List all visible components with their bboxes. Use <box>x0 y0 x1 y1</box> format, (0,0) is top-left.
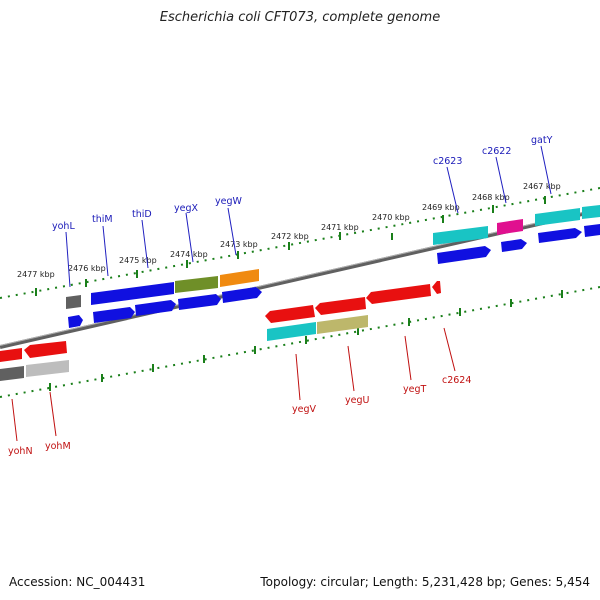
cds-bar <box>267 322 316 341</box>
cds-arrow <box>24 341 67 358</box>
cds-arrow <box>437 246 491 264</box>
reverse-cog-bars <box>0 315 368 381</box>
gene-label-c2624: c2624 <box>442 375 471 386</box>
kbp-label: 2471 kbp <box>321 223 359 232</box>
reverse-cds-arrows <box>0 281 441 362</box>
cds-arrow <box>538 228 582 243</box>
genome-summary-text: Topology: circular; Length: 5,231,428 bp… <box>260 575 590 589</box>
upper-tick-ruler <box>0 187 600 299</box>
reverse-gene-labels: yohN yohM yegV yegU yegT c2624 <box>8 375 471 457</box>
forward-leader-lines <box>65 145 552 288</box>
cds-bar <box>220 269 259 287</box>
kbp-label: 2467 kbp <box>523 182 561 191</box>
gene-label-yohn: yohN <box>8 446 33 457</box>
lower-major-ticks <box>49 290 563 391</box>
cds-arrow <box>222 287 262 303</box>
cds-arrow <box>584 224 600 237</box>
cds-arrow <box>93 307 135 323</box>
gene-label-yegt: yegT <box>403 384 426 395</box>
cds-bar <box>0 366 24 381</box>
kbp-label: 2477 kbp <box>17 270 55 279</box>
kbp-label: 2474 kbp <box>170 250 208 259</box>
kbp-labels: 2467 kbp 2468 kbp 2469 kbp 2470 kbp 2471… <box>17 182 561 279</box>
gene-label-yohl: yohL <box>52 221 75 232</box>
map-title: Escherichia coli CFT073, complete genome <box>159 10 441 25</box>
kbp-label: 2476 kbp <box>68 264 106 273</box>
cds-bar <box>26 360 69 377</box>
gene-label-yegw: yegW <box>215 196 242 207</box>
cds-bar <box>317 315 368 334</box>
gene-label-c2623: c2623 <box>433 156 462 167</box>
cds-bar <box>91 282 174 305</box>
forward-cds-arrows <box>68 224 600 328</box>
upper-major-ticks <box>35 196 546 296</box>
cds-arrow <box>501 239 527 252</box>
lower-tick-ruler <box>0 286 600 398</box>
gene-label-thid: thiD <box>132 209 152 220</box>
gene-label-thim: thiM <box>92 214 113 225</box>
kbp-label: 2473 kbp <box>220 240 258 249</box>
cds-arrow <box>315 297 366 315</box>
kbp-label: 2468 kbp <box>472 193 510 202</box>
cds-arrow <box>135 300 176 316</box>
gene-label-yegx: yegX <box>174 203 198 214</box>
forward-gene-labels: yohL thiM thiD yegX yegW c2623 c2622 gat… <box>52 135 553 232</box>
cds-bar <box>535 208 580 226</box>
cds-bar <box>66 295 81 309</box>
kbp-label: 2469 kbp <box>422 203 460 212</box>
forward-cog-bars <box>66 205 600 309</box>
cds-arrow <box>366 284 431 304</box>
kbp-label: 2475 kbp <box>119 256 157 265</box>
cds-bar <box>433 226 488 245</box>
reverse-leader-lines <box>11 327 456 442</box>
gene-label-c2622: c2622 <box>482 146 511 157</box>
accession-text: Accession: NC_004431 <box>9 575 146 589</box>
cds-bar <box>582 205 600 219</box>
cds-arrow <box>265 305 315 323</box>
gene-label-yegv: yegV <box>292 404 316 415</box>
kbp-label: 2472 kbp <box>271 232 309 241</box>
gene-label-gaty: gatY <box>531 135 553 146</box>
cds-bar <box>497 219 523 235</box>
cds-arrow <box>68 315 83 328</box>
gene-label-yegu: yegU <box>345 395 369 406</box>
cds-arrow <box>178 294 221 310</box>
cds-bar <box>175 276 218 293</box>
cds-arrow <box>432 281 441 294</box>
kbp-label: 2470 kbp <box>372 213 410 222</box>
cds-arrow <box>0 348 22 362</box>
gene-label-yohm: yohM <box>45 441 71 452</box>
